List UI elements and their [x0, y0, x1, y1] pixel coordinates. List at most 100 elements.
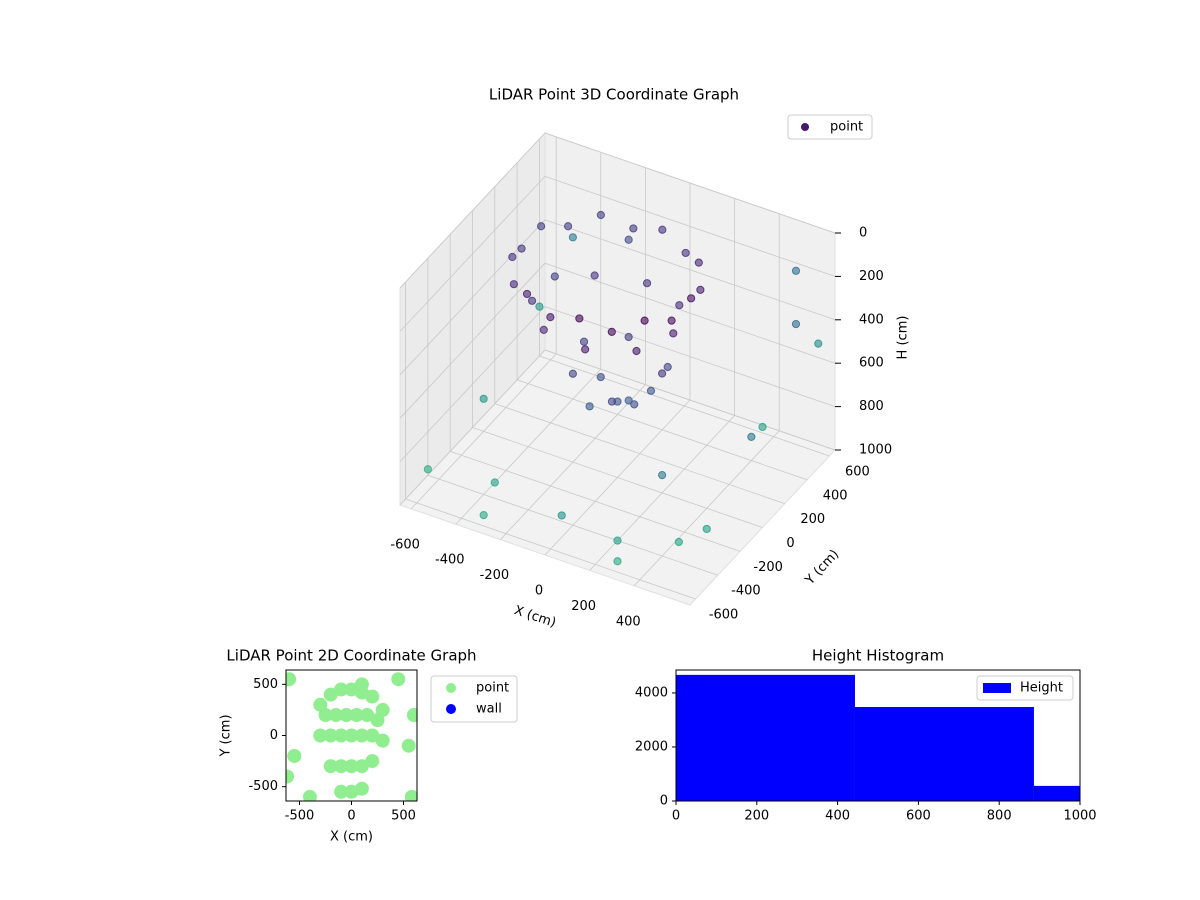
y-tick-label: 400 — [823, 488, 848, 503]
point — [568, 233, 577, 242]
point — [318, 708, 333, 723]
grid-line — [427, 474, 719, 576]
legend-box — [976, 675, 1074, 701]
point — [557, 511, 566, 520]
legend-label: point — [830, 120, 863, 135]
point — [354, 759, 369, 774]
point — [575, 314, 584, 323]
legend-marker — [983, 683, 1011, 693]
point — [590, 271, 599, 280]
x-tick-label: 800 — [987, 809, 1012, 824]
point — [667, 316, 676, 325]
point — [607, 397, 617, 406]
y-tick-label: -400 — [731, 584, 761, 599]
point — [694, 258, 703, 267]
point — [401, 738, 416, 753]
plot-frame — [675, 669, 1081, 802]
point — [323, 687, 338, 702]
point — [791, 319, 801, 329]
point — [527, 296, 537, 305]
grid-line — [544, 219, 836, 321]
point — [747, 432, 756, 441]
point — [286, 769, 295, 784]
point — [624, 235, 633, 244]
x-tick-label: 400 — [616, 614, 641, 629]
point — [681, 248, 690, 258]
point — [344, 728, 359, 743]
bar — [854, 707, 1034, 801]
point — [579, 337, 589, 346]
x-tick-label: 0 — [535, 584, 543, 599]
point — [334, 682, 349, 697]
grid-line — [544, 176, 836, 277]
legend-box — [430, 675, 518, 723]
grid-line — [516, 379, 808, 481]
point — [702, 524, 711, 534]
grid-line — [405, 498, 696, 600]
point — [508, 252, 517, 262]
grid-line — [450, 450, 741, 552]
legend-label: point — [476, 681, 509, 696]
legend-box — [787, 114, 873, 140]
point — [323, 759, 338, 774]
point — [596, 372, 605, 382]
point — [696, 285, 705, 294]
grid-line — [544, 349, 836, 451]
x-tick-label: 0 — [672, 809, 680, 824]
plot-hist — [676, 674, 1080, 801]
x-tick-label: -400 — [435, 553, 465, 568]
legend-label: wall — [476, 702, 502, 717]
point — [354, 781, 369, 796]
point — [479, 511, 488, 520]
point — [632, 346, 641, 356]
point — [536, 222, 546, 231]
x-tick-label: 200 — [571, 599, 596, 614]
grid-line — [472, 427, 763, 528]
chart-title: Height Histogram — [812, 647, 944, 665]
point — [334, 728, 349, 743]
bar — [676, 674, 855, 801]
point — [535, 302, 544, 311]
x-tick-label: -200 — [480, 568, 510, 583]
point — [365, 689, 380, 704]
legend-marker — [801, 123, 809, 131]
point — [646, 386, 656, 395]
point — [323, 728, 338, 743]
plot-2d — [286, 672, 417, 801]
point — [522, 289, 532, 299]
y-tick-label: -500 — [248, 779, 278, 794]
point — [328, 708, 343, 723]
z-axis-label: H (cm) — [896, 316, 911, 360]
point — [339, 708, 354, 723]
grid-line — [399, 306, 546, 462]
bar — [1033, 785, 1080, 801]
z-tick-label: 0 — [859, 226, 867, 241]
point — [509, 280, 518, 289]
grid-line — [544, 306, 836, 407]
point — [423, 465, 432, 474]
point — [517, 244, 526, 253]
point — [675, 301, 684, 310]
x-tick-label: 0 — [347, 809, 355, 824]
x-axis-label: X (cm) — [512, 603, 558, 631]
point — [490, 478, 499, 487]
point — [758, 422, 767, 432]
grid-line — [399, 132, 546, 289]
x-tick-label: 500 — [391, 809, 416, 824]
grid-line — [544, 132, 836, 234]
point — [613, 536, 622, 545]
point — [629, 224, 638, 233]
z-tick-label: 400 — [859, 312, 884, 327]
grid-line — [399, 349, 546, 506]
point — [313, 728, 328, 743]
point — [791, 266, 801, 275]
z-tick-label: 1000 — [859, 443, 892, 458]
point — [334, 759, 349, 774]
point — [687, 294, 696, 303]
point — [581, 345, 590, 354]
chart-title: LiDAR Point 3D Coordinate Graph — [489, 86, 739, 104]
point — [658, 369, 667, 378]
y-axis-label: Y (cm) — [802, 547, 842, 589]
x-tick-label: 200 — [744, 809, 769, 824]
